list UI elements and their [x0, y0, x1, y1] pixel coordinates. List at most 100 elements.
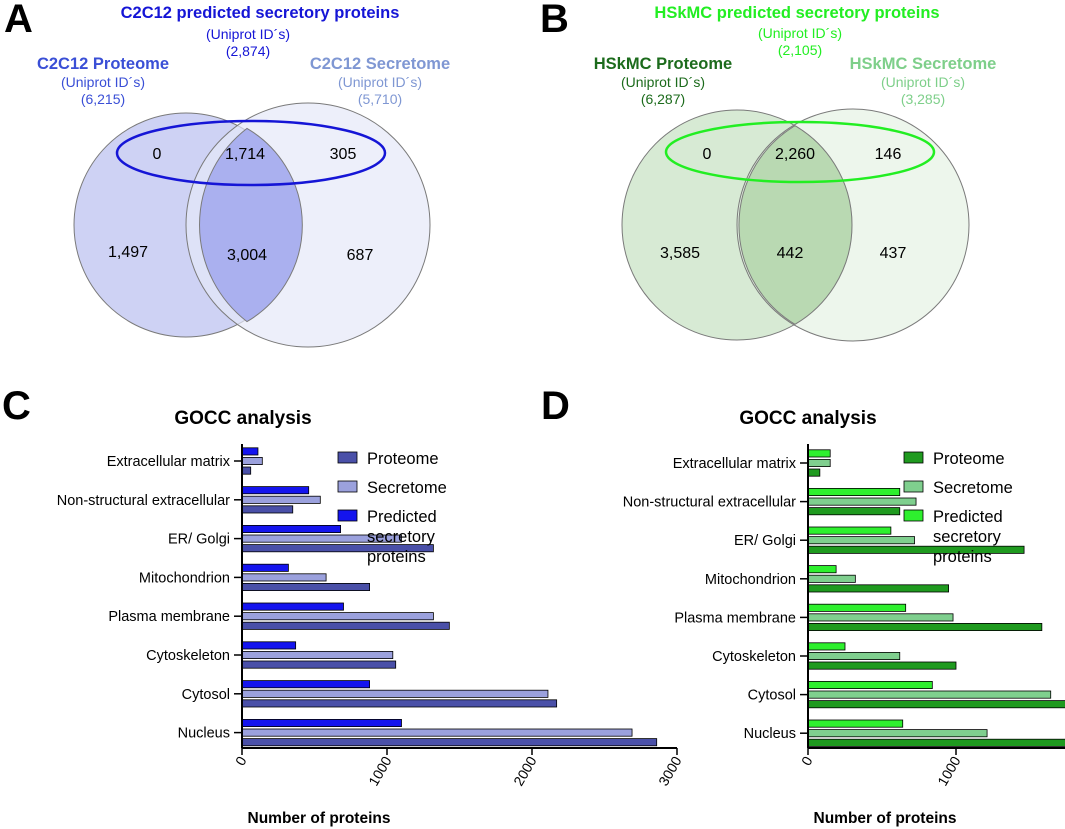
x-tick-label-0-d: 0	[798, 753, 816, 768]
bar-proteome-cytosol-c	[241, 699, 558, 708]
proteome-count-b: (6,287)	[641, 91, 685, 107]
predicted-title-a: C2C12 predicted secretory proteins	[121, 4, 400, 22]
legend-swatch-predicted-secretory-proteins-d	[903, 509, 924, 522]
predicted-title-b: HSkMC predicted secretory proteins	[654, 4, 939, 22]
chart-title-d: GOCC analysis	[739, 408, 876, 429]
bar-secretome-non-structural-extracellular-d	[807, 497, 917, 506]
legend-label-secretome-c: Secretome	[367, 479, 447, 497]
category-label-er-golgi-c: ER/ Golgi	[168, 532, 230, 548]
category-label-cytosol-d: Cytosol	[748, 688, 796, 704]
bar-predicted-secretory-proteins-mitochondrion-d	[807, 565, 837, 574]
bar-proteome-nucleus-d	[807, 738, 1065, 747]
bar-predicted-secretory-proteins-extracellular-matrix-c	[241, 447, 259, 456]
bar-proteome-mitochondrion-c	[241, 583, 370, 592]
bar-proteome-non-structural-extracellular-c	[241, 505, 294, 514]
category-label-er-golgi-d: ER/ Golgi	[734, 533, 796, 549]
count-secretome-only-a: 687	[347, 247, 374, 264]
panel-letter-d: D	[541, 384, 570, 428]
category-label-mitochondrion-d: Mitochondrion	[705, 572, 796, 588]
count-proteome-secretome-b: 442	[777, 245, 804, 262]
category-label-plasma-membrane-d: Plasma membrane	[674, 610, 796, 626]
x-axis-label-d: Number of proteins	[814, 810, 957, 827]
bar-secretome-cytoskeleton-d	[807, 652, 901, 661]
x-tick-label-3000-c: 3000	[655, 753, 685, 788]
legend-label-secretome-d: Secretome	[933, 479, 1013, 497]
bar-secretome-cytosol-d	[807, 690, 1052, 699]
bar-secretome-mitochondrion-c	[241, 573, 327, 582]
bar-predicted-secretory-proteins-er-golgi-d	[807, 526, 892, 535]
proteome-title-a: C2C12 Proteome	[37, 55, 169, 73]
bar-chart-d: D GOCC analysis Extracellular matrix Non-s…	[541, 384, 1065, 827]
legend-swatch-proteome-d	[903, 451, 924, 464]
predicted-ellipse-a	[115, 119, 387, 187]
bar-secretome-plasma-membrane-d	[807, 613, 954, 622]
chart-title-c: GOCC analysis	[174, 408, 311, 429]
category-label-mitochondrion-c: Mitochondrion	[139, 570, 230, 586]
bar-predicted-secretory-proteins-cytosol-c	[241, 680, 370, 689]
legend-label-predicted-secretory-proteins-c: Predicted secretory proteins	[367, 508, 437, 566]
count-secretome-predicted-b: 146	[875, 146, 902, 163]
bar-secretome-cytoskeleton-c	[241, 651, 394, 660]
legend-label-proteome-d: Proteome	[933, 450, 1005, 468]
count-secretome-predicted-a: 305	[330, 146, 357, 163]
overlap-region-b	[738, 125, 853, 325]
predicted-count-b: (2,105)	[778, 42, 822, 58]
bar-proteome-cytoskeleton-d	[807, 661, 957, 670]
category-label-extracellular-matrix-c: Extracellular matrix	[107, 454, 231, 470]
category-label-nucleus-d: Nucleus	[744, 726, 796, 742]
bar-predicted-secretory-proteins-extracellular-matrix-d	[807, 449, 831, 458]
legend-swatch-predicted-secretory-proteins-c	[337, 509, 358, 522]
count-proteome-only-b: 3,585	[660, 245, 700, 262]
count-proteome-secretome-a: 3,004	[227, 247, 267, 264]
bar-predicted-secretory-proteins-non-structural-extracellular-d	[807, 487, 901, 496]
x-tick-label-1000-c: 1000	[365, 753, 395, 788]
predicted-sub-a: (Uniprot ID´s)	[206, 26, 290, 42]
bar-secretome-nucleus-d	[807, 729, 988, 738]
bar-proteome-extracellular-matrix-c	[241, 466, 252, 475]
legend-swatch-proteome-c	[337, 451, 358, 464]
bar-predicted-secretory-proteins-plasma-membrane-c	[241, 602, 344, 611]
proteome-sub-b: (Uniprot ID´s)	[621, 74, 705, 90]
x-tick-label-1000-d: 1000	[934, 753, 964, 788]
x-axis-label-c: Number of proteins	[248, 810, 391, 827]
secretome-count-a: (5,710)	[358, 91, 402, 107]
category-label-cytoskeleton-c: Cytoskeleton	[146, 648, 230, 664]
bar-predicted-secretory-proteins-cytosol-d	[807, 681, 933, 690]
category-label-nucleus-c: Nucleus	[178, 726, 230, 742]
venn-panel-b: B HSkMC predicted secretory proteins (Un…	[540, 0, 997, 342]
bar-predicted-secretory-proteins-mitochondrion-c	[241, 563, 289, 572]
overlap-region-a	[199, 127, 303, 323]
count-proteome-predicted-b: 0	[703, 146, 712, 163]
bar-predicted-secretory-proteins-plasma-membrane-d	[807, 603, 907, 612]
secretome-sub-a: (Uniprot ID´s)	[338, 74, 422, 90]
bar-secretome-mitochondrion-d	[807, 574, 856, 583]
secretome-title-b: HSkMC Secretome	[850, 55, 997, 73]
bar-secretome-cytosol-c	[241, 689, 549, 698]
predicted-ellipse-b	[664, 120, 936, 184]
count-proteome-only-a: 1,497	[108, 244, 148, 261]
category-label-plasma-membrane-c: Plasma membrane	[108, 609, 230, 625]
bar-proteome-cytoskeleton-c	[241, 660, 397, 669]
bar-predicted-secretory-proteins-nucleus-c	[241, 719, 402, 728]
category-label-cytoskeleton-d: Cytoskeleton	[712, 649, 796, 665]
bar-predicted-secretory-proteins-er-golgi-c	[241, 525, 341, 534]
panel-letter-a: A	[4, 0, 33, 41]
category-label-non-structural-extracellular-c: Non-structural extracellular	[57, 493, 230, 509]
bar-predicted-secretory-proteins-non-structural-extracellular-c	[241, 486, 310, 495]
proteome-title-b: HSkMC Proteome	[594, 55, 732, 73]
count-proteome-predicted-a: 0	[153, 146, 162, 163]
bar-secretome-plasma-membrane-c	[241, 612, 434, 621]
bar-predicted-secretory-proteins-nucleus-d	[807, 719, 904, 728]
predicted-count-a: (2,874)	[226, 43, 270, 59]
proteome-sub-a: (Uniprot ID´s)	[61, 74, 145, 90]
count-secretome-only-b: 437	[880, 245, 907, 262]
bar-secretome-extracellular-matrix-d	[807, 458, 831, 467]
legend-label-proteome-c: Proteome	[367, 450, 439, 468]
count-all-three-b: 2,260	[775, 146, 815, 163]
secretome-title-a: C2C12 Secretome	[310, 55, 450, 73]
bar-secretome-non-structural-extracellular-c	[241, 495, 321, 504]
bar-chart-c: C GOCC analysis Extracellular matrix Non-s…	[2, 384, 685, 827]
secretome-count-b: (3,285)	[901, 91, 945, 107]
bar-predicted-secretory-proteins-cytoskeleton-c	[241, 641, 297, 650]
